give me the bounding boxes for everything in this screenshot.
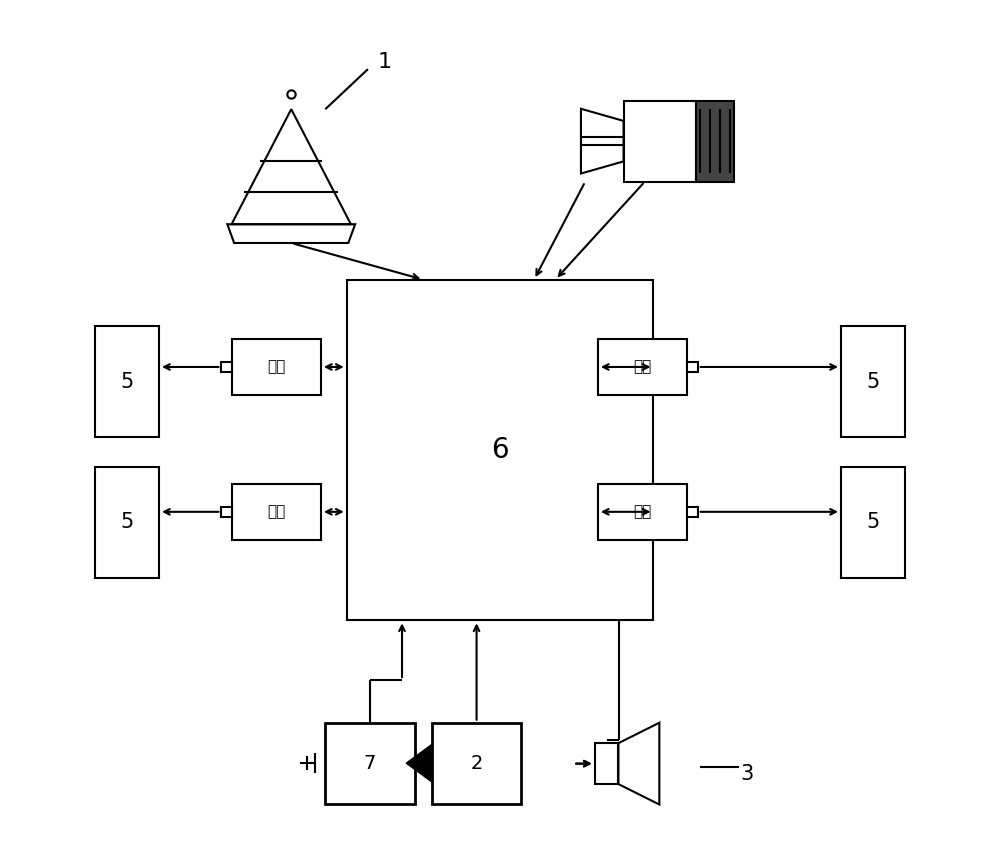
Bar <box>347 280 653 620</box>
Bar <box>595 743 618 784</box>
Bar <box>841 467 905 578</box>
Bar <box>624 100 696 182</box>
Text: 3: 3 <box>740 764 754 784</box>
Bar <box>687 362 698 372</box>
Bar <box>95 467 159 578</box>
Bar <box>598 484 687 540</box>
Text: 7: 7 <box>364 753 376 772</box>
Text: 电机: 电机 <box>267 359 285 374</box>
Bar <box>325 723 415 804</box>
Bar <box>232 339 321 395</box>
Text: 5: 5 <box>121 513 134 533</box>
Bar <box>841 326 905 437</box>
Bar <box>432 723 521 804</box>
Text: 6: 6 <box>491 436 509 464</box>
Bar <box>221 507 232 517</box>
Bar <box>598 339 687 395</box>
Bar <box>95 326 159 437</box>
Text: 电机: 电机 <box>634 504 652 520</box>
Text: 5: 5 <box>121 372 134 392</box>
Text: 1: 1 <box>378 52 392 73</box>
Bar <box>687 507 698 517</box>
Bar <box>221 362 232 372</box>
Text: 5: 5 <box>866 372 879 392</box>
Text: 电机: 电机 <box>267 504 285 520</box>
Text: 5: 5 <box>866 513 879 533</box>
Text: 电机: 电机 <box>634 359 652 374</box>
Bar <box>696 100 734 182</box>
Text: 2: 2 <box>470 753 483 772</box>
Polygon shape <box>406 745 432 782</box>
Bar <box>232 484 321 540</box>
